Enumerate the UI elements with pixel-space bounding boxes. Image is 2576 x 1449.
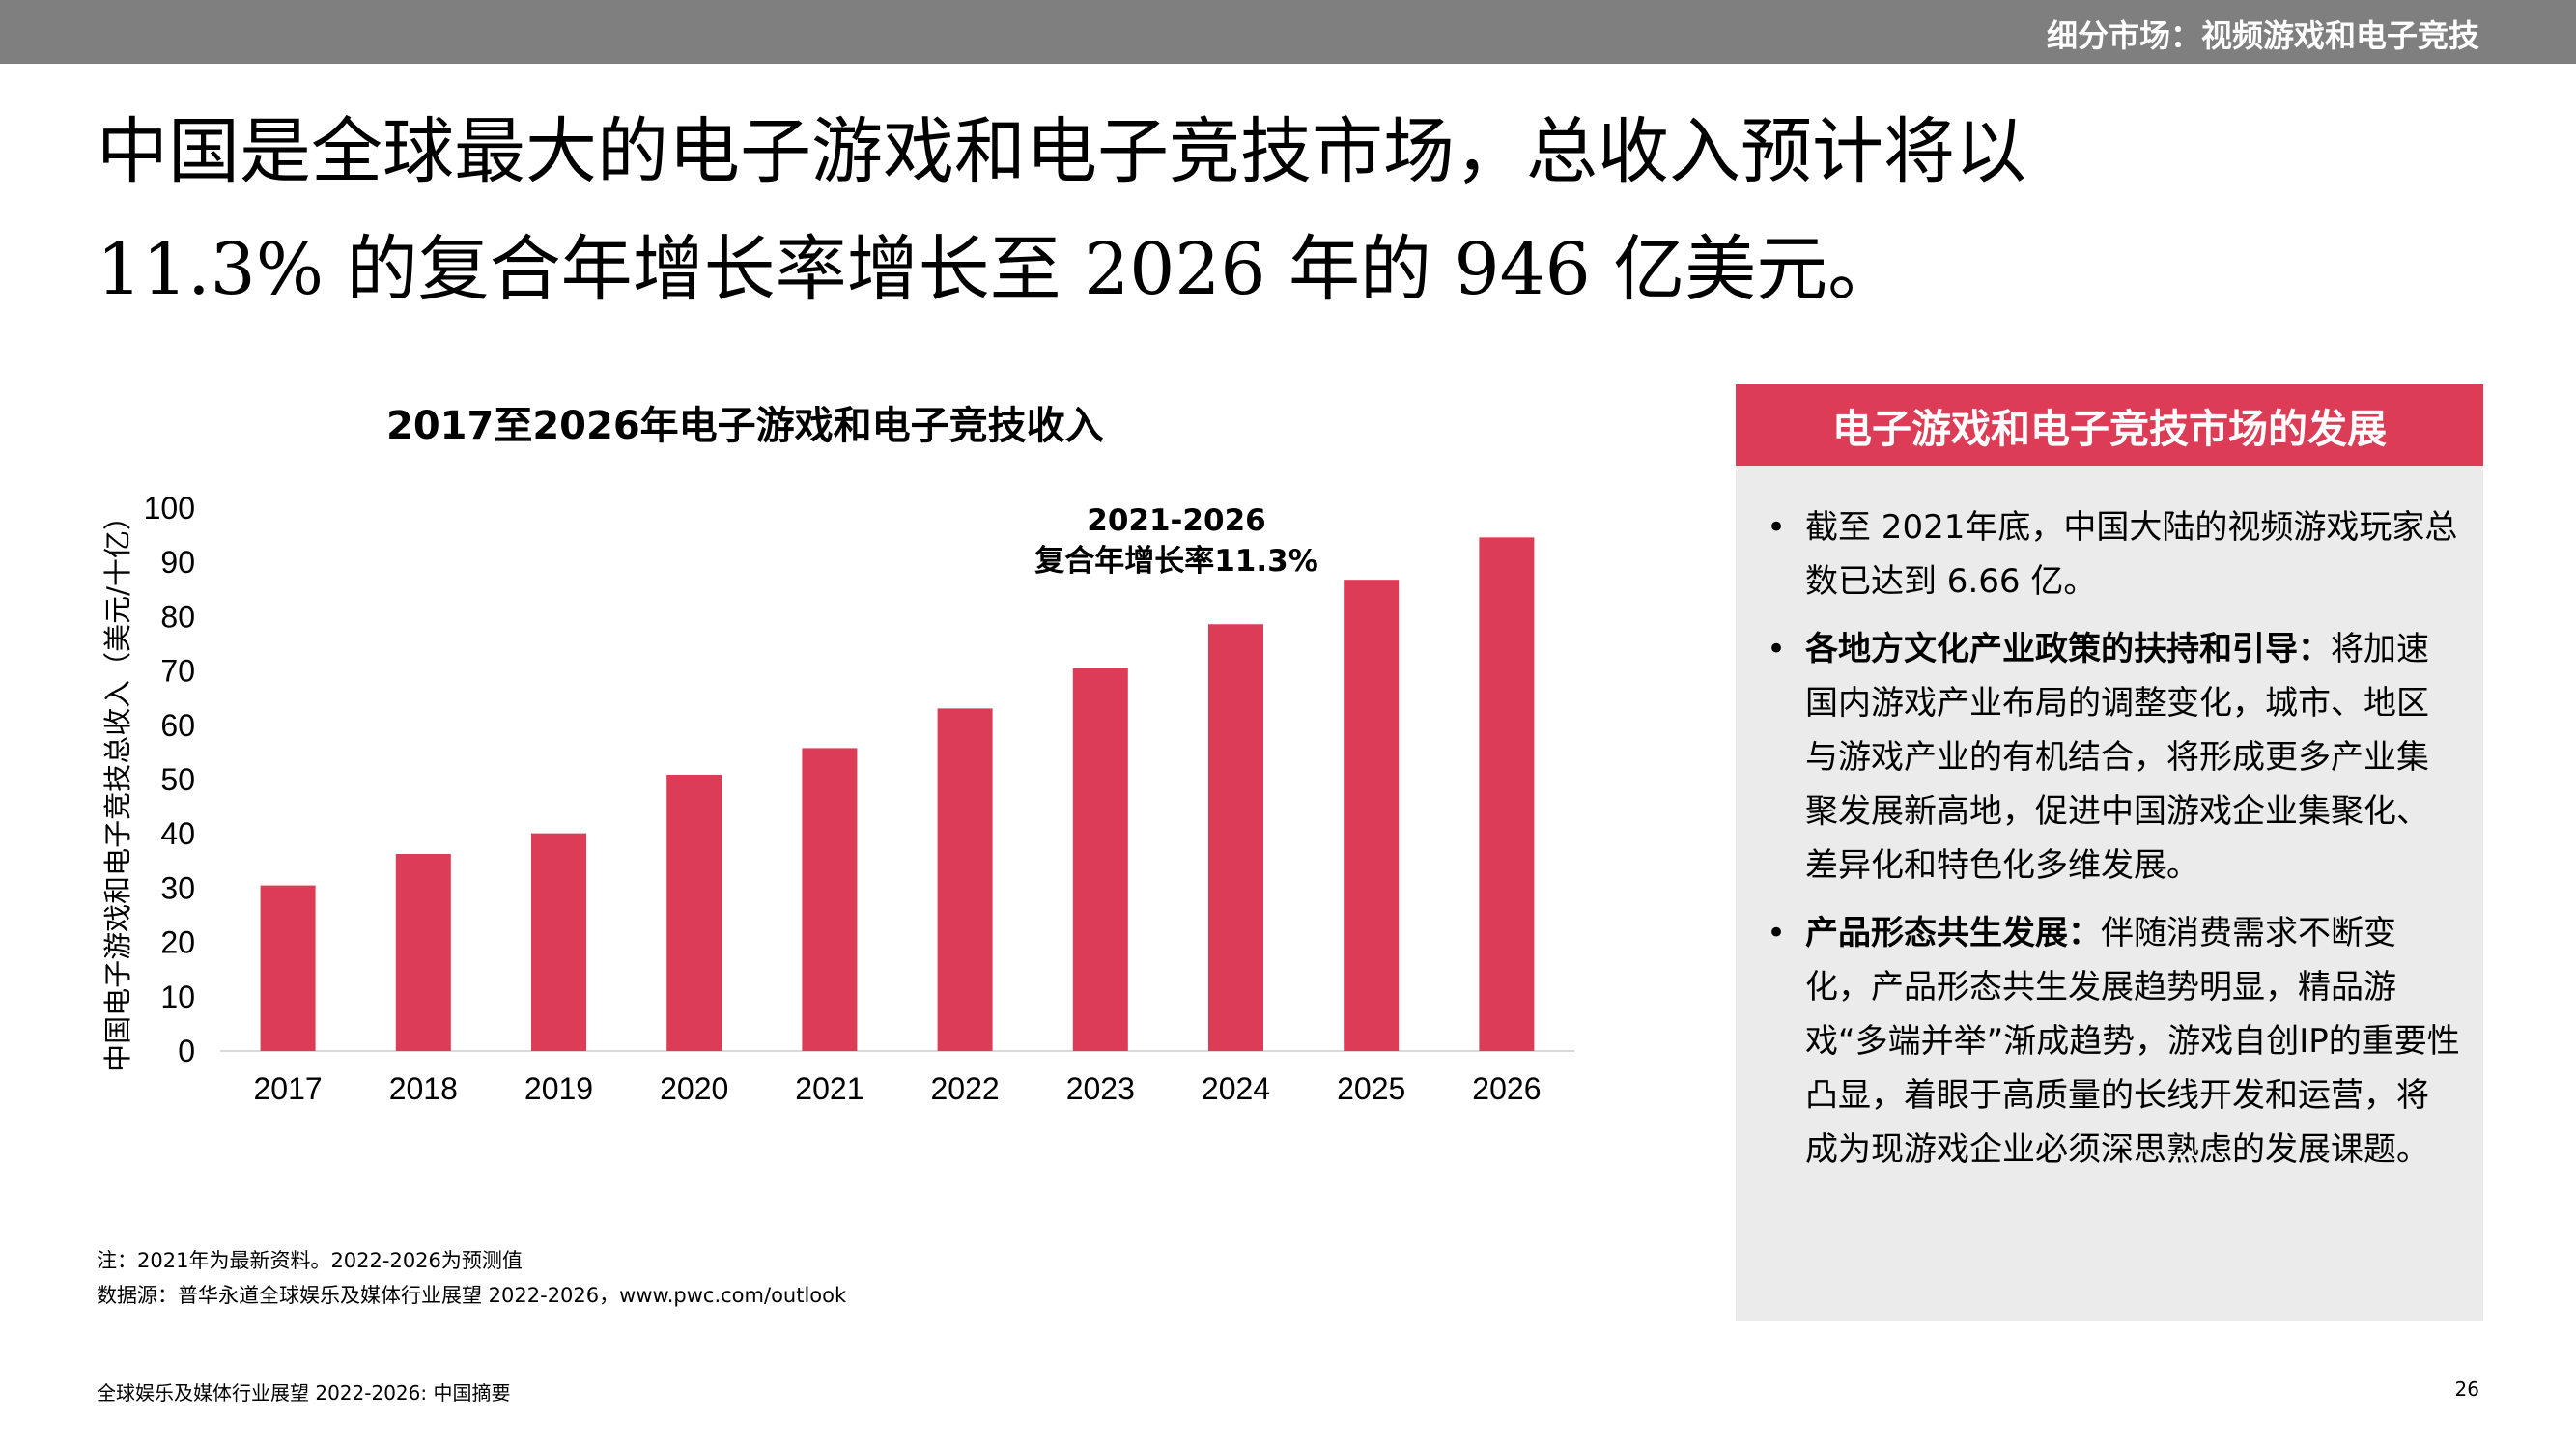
market-development-panel: 电子游戏和电子竞技市场的发展 截至 2021年底，中国大陆的视频游戏玩家总数已达…: [1736, 384, 2483, 1321]
x-tick-label: 2022: [931, 1071, 1000, 1106]
bar-2025: [1344, 580, 1400, 1051]
y-tick-label: 80: [160, 599, 195, 634]
cagr-annotation: 2021-2026 复合年增长率11.3%: [983, 500, 1370, 582]
bullet-lead: 各地方文化产业政策的扶持和引导：: [1805, 630, 2331, 668]
chart-title: 2017至2026年电子游戏和电子竞技收入: [386, 404, 1104, 448]
bar-2023: [1072, 668, 1128, 1051]
bar-2017: [260, 885, 316, 1051]
panel-title: 电子游戏和电子竞技市场的发展: [1832, 406, 2387, 452]
bullet-list: 截至 2021年底，中国大陆的视频游戏玩家总数已达到 6.66 亿。 各地方文化…: [1765, 500, 2460, 1190]
bar-2024: [1208, 624, 1263, 1051]
bullet-text: 将加速国内游戏产业布局的调整变化，城市、地区与游戏产业的有机结合，将形成更多产业…: [1805, 630, 2429, 885]
bar-2018: [395, 853, 451, 1051]
y-tick-label: 70: [160, 654, 195, 689]
x-tick-label: 2024: [1202, 1071, 1270, 1106]
footer-report-title: 全球娱乐及媒体行业展望 2022-2026: 中国摘要: [97, 1381, 511, 1405]
x-tick-label: 2018: [389, 1071, 458, 1106]
forecast-note: 注：2021年为最新资料。2022-2026为预测值: [97, 1249, 523, 1272]
bullet-item: 产品形态共生发展：伴随消费需求不断变化，产品形态共生发展趋势明显，精品游戏“多端…: [1765, 906, 2460, 1177]
chart-notes: 注：2021年为最新资料。2022-2026为预测值 数据源：普华永道全球娱乐及…: [97, 1243, 846, 1313]
bullet-item: 各地方文化产业政策的扶持和引导：将加速国内游戏产业布局的调整变化，城市、地区与游…: [1765, 622, 2460, 893]
x-tick-label: 2021: [795, 1071, 863, 1106]
y-tick-label: 60: [160, 708, 195, 743]
y-tick-label: 20: [160, 925, 195, 960]
y-tick-label: 30: [160, 870, 195, 905]
headline-line-1: 中国是全球最大的电子游戏和电子竞技市场，总收入预计将以: [97, 110, 2026, 193]
x-tick-label: 2023: [1066, 1071, 1135, 1106]
bullet-text: 截至 2021年底，中国大陆的视频游戏玩家总数已达到 6.66 亿。: [1805, 508, 2458, 601]
top-bar: 细分市场：视频游戏和电子竞技: [0, 0, 2576, 64]
headline-line-2: 11.3% 的复合年增长率增长至 2026 年的 946 亿美元。: [97, 228, 1900, 311]
bullet-lead: 产品形态共生发展：: [1805, 914, 2101, 952]
bar-2022: [937, 708, 993, 1051]
bar-2020: [666, 774, 722, 1051]
bullet-item: 截至 2021年底，中国大陆的视频游戏玩家总数已达到 6.66 亿。: [1765, 500, 2460, 609]
y-tick-label: 100: [144, 491, 195, 526]
y-tick-label: 10: [160, 980, 195, 1014]
section-label: 细分市场：视频游戏和电子竞技: [2046, 17, 2479, 54]
y-tick-label: 40: [160, 816, 195, 851]
x-tick-label: 2019: [524, 1071, 593, 1106]
bullet-text: 伴随消费需求不断变化，产品形态共生发展趋势明显，精品游戏“多端并举”渐成趋势，游…: [1805, 914, 2460, 1169]
x-tick-label: 2020: [660, 1071, 728, 1106]
bar-2026: [1479, 537, 1535, 1051]
cagr-rate: 复合年增长率11.3%: [1034, 544, 1318, 579]
cagr-period: 2021-2026: [1087, 503, 1266, 538]
x-tick-label: 2026: [1472, 1071, 1541, 1106]
page-headline: 中国是全球最大的电子游戏和电子竞技市场，总收入预计将以 11.3% 的复合年增长…: [97, 93, 2415, 328]
bar-2019: [531, 833, 586, 1051]
page-number: 26: [2454, 1378, 2479, 1401]
y-tick-label: 0: [178, 1034, 195, 1068]
x-tick-label: 2025: [1337, 1071, 1405, 1106]
panel-header: 电子游戏和电子竞技市场的发展: [1736, 384, 2483, 466]
y-tick-label: 90: [160, 545, 195, 580]
x-tick-label: 2017: [254, 1071, 323, 1106]
y-tick-label: 50: [160, 762, 195, 797]
bar-2021: [802, 748, 858, 1051]
data-source: 数据源：普华永道全球娱乐及媒体行业展望 2022-2026，www.pwc.co…: [97, 1284, 847, 1307]
